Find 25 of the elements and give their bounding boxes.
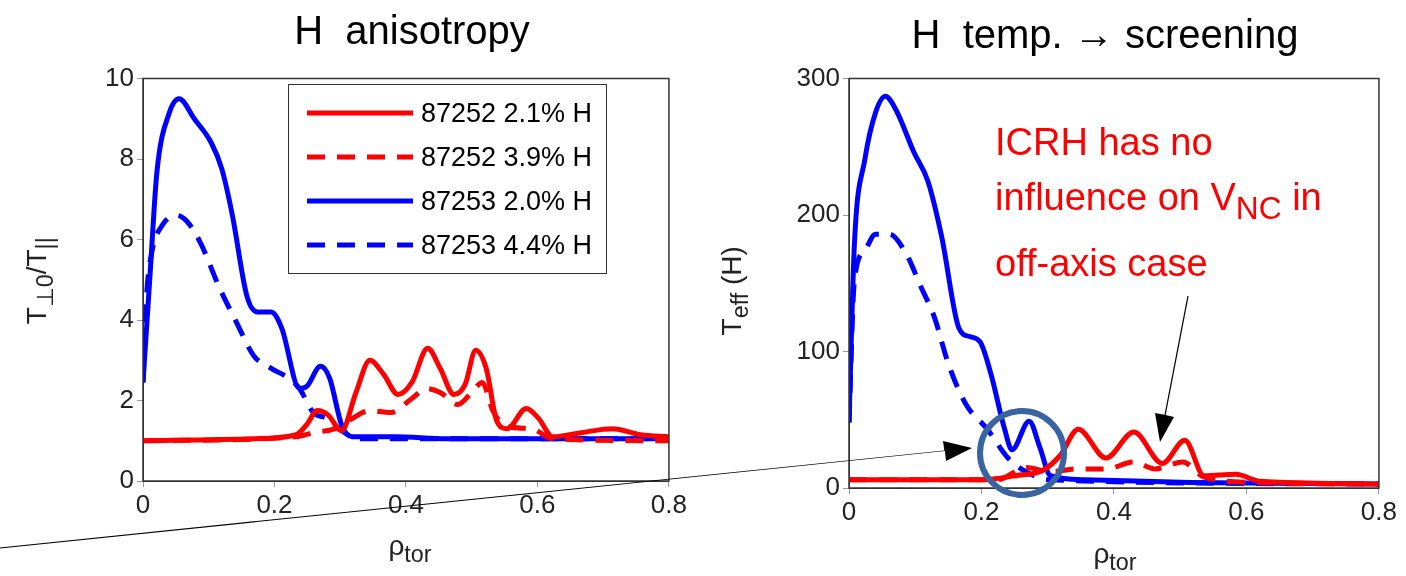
legend-label: 87253 4.4% H [421,229,593,262]
x-tick-label: 0.6 [519,488,556,519]
x-tick-label: 0.2 [256,488,293,519]
y-tick-label: 4 [119,303,134,334]
x-tick-label: 0.8 [650,488,688,519]
y-tick-label: 8 [119,142,134,173]
y-tick-label: 0 [119,464,134,495]
legend-label: 87252 2.1% H [421,97,593,130]
x-tick-label: 0.2 [963,495,1000,526]
x-axis-title: ρ$_{tor}$ [387,530,433,568]
legend-label: 87252 3.9% H [421,141,593,174]
y-tick-label: 2 [119,383,134,414]
y-tick-label: 200 [796,198,840,229]
x-axis-title: ρ$_{tor}$ [1092,538,1138,576]
chart-title: H temp. → screening [910,12,1300,57]
text: ICRH has no influence on V$_{NC}$ in off-axis case [995,121,1322,284]
legend-label: 87253 2.0% H [421,185,593,218]
chart-title: H anisotropy [293,8,531,53]
y-tick-label: 100 [796,334,840,365]
x-tick-label: 0.4 [1095,495,1133,526]
y-tick-label: 10 [105,61,134,92]
x-tick-label: 0.8 [1360,495,1398,526]
y-tick-label: 6 [119,222,134,253]
x-tick-label: 0.6 [1228,495,1265,526]
y-tick-label: 300 [796,61,840,92]
